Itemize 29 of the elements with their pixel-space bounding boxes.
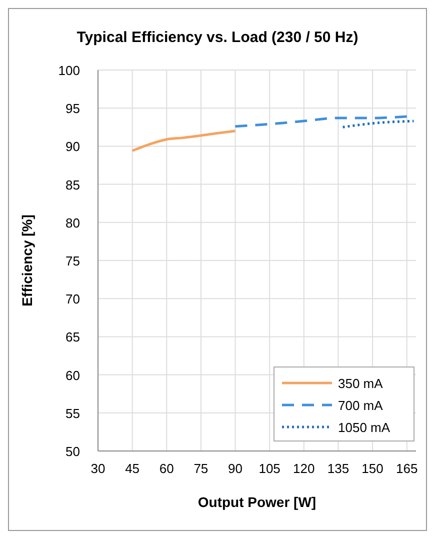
legend-label: 700 mA bbox=[338, 398, 384, 413]
y-axis-title: Efficiency [%] bbox=[19, 214, 35, 306]
x-tick-label: 45 bbox=[125, 461, 140, 476]
x-tick-label: 120 bbox=[293, 461, 315, 476]
y-tick-label: 70 bbox=[66, 292, 80, 307]
y-tick-label: 95 bbox=[66, 101, 80, 116]
x-tick-label: 30 bbox=[90, 461, 106, 476]
y-tick-label: 65 bbox=[66, 330, 80, 345]
y-tick-label: 60 bbox=[66, 368, 80, 383]
x-tick-label: 135 bbox=[327, 461, 350, 476]
y-tick-label: 80 bbox=[66, 215, 80, 230]
x-axis-title: Output Power [W] bbox=[198, 494, 316, 510]
x-tick-label: 90 bbox=[228, 461, 242, 476]
x-tick-label: 60 bbox=[159, 461, 174, 476]
x-tick-label: 150 bbox=[362, 461, 384, 476]
chart-title: Typical Efficiency vs. Load (230 / 50 Hz) bbox=[76, 29, 358, 46]
x-tick-label: 105 bbox=[258, 461, 280, 476]
y-tick-label: 55 bbox=[66, 406, 80, 421]
legend-label: 1050 mA bbox=[338, 420, 390, 435]
legend-label: 350 mA bbox=[338, 376, 384, 391]
line-series bbox=[234, 115, 408, 128]
y-tick-label: 75 bbox=[66, 254, 80, 268]
x-tick-label: 165 bbox=[396, 461, 418, 476]
y-tick-label: 90 bbox=[66, 139, 80, 154]
y-tick-label: 50 bbox=[66, 444, 80, 459]
y-tick-label: 100 bbox=[58, 63, 80, 78]
y-tick-label: 85 bbox=[66, 177, 80, 192]
x-tick-label: 75 bbox=[194, 461, 208, 476]
line-series bbox=[131, 130, 237, 152]
